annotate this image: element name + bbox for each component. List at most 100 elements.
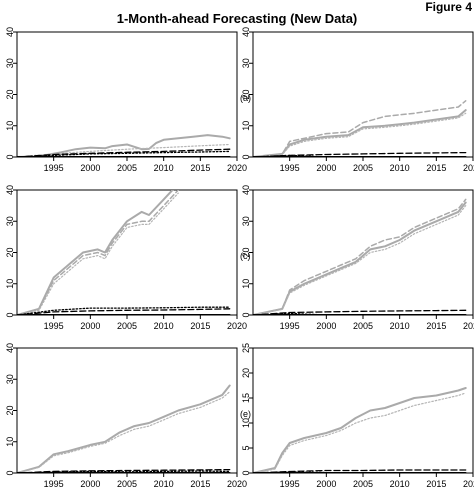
series-line	[253, 109, 467, 157]
panel-label: (c)	[240, 251, 251, 261]
y-tick-label: 0	[241, 470, 251, 475]
series-line	[17, 391, 231, 473]
x-tick-label: 2005	[353, 321, 373, 331]
y-tick-label: 5	[241, 445, 251, 450]
x-tick-label: 2005	[117, 479, 137, 489]
x-tick-label: 2010	[390, 321, 410, 331]
x-tick-label: 2020	[227, 163, 247, 173]
series-line	[253, 198, 467, 315]
y-tick-label: 40	[5, 343, 15, 353]
series-line	[253, 154, 467, 157]
x-tick-label: 2000	[80, 163, 100, 173]
x-tick-label: 1995	[44, 163, 64, 173]
x-tick-label: 2015	[426, 321, 446, 331]
series-line	[253, 201, 467, 315]
x-tick-label: 2005	[353, 479, 373, 489]
y-tick-label: 30	[241, 58, 251, 68]
x-tick-label: 2010	[154, 479, 174, 489]
y-tick-label: 40	[5, 27, 15, 37]
series-group	[253, 387, 467, 473]
x-tick-label: 2015	[190, 479, 210, 489]
series-line	[253, 112, 467, 157]
y-tick-label: 0	[5, 470, 15, 475]
series-group	[17, 384, 231, 473]
plot-frame	[252, 347, 474, 474]
series-line	[17, 468, 231, 473]
y-tick-label: 20	[5, 405, 15, 415]
x-tick-label: 2015	[190, 163, 210, 173]
x-tick-label: 2000	[80, 479, 100, 489]
chart-title: 1-Month-ahead Forecasting (New Data)	[116, 11, 358, 26]
y-tick-label: 40	[241, 185, 251, 195]
plot-frame	[252, 31, 474, 158]
series-line	[17, 192, 179, 315]
x-tick-label: 1995	[44, 479, 64, 489]
y-tick-label: 30	[5, 374, 15, 384]
x-tick-label: 2015	[190, 321, 210, 331]
series-line	[17, 148, 231, 157]
x-tick-label: 2010	[154, 163, 174, 173]
y-tick-label: 20	[5, 89, 15, 99]
y-tick-label: 40	[241, 27, 251, 37]
series-line	[17, 134, 231, 157]
y-tick-label: 10	[5, 121, 15, 131]
y-tick-label: 20	[241, 247, 251, 257]
panel-label: (a)	[240, 93, 251, 103]
series-group	[253, 100, 467, 157]
series-line	[17, 150, 231, 157]
y-tick-label: 10	[241, 279, 251, 289]
x-tick-label: 2020	[463, 479, 474, 489]
x-tick-label: 2015	[426, 479, 446, 489]
series-line	[17, 384, 231, 473]
series-group	[253, 198, 467, 315]
series-line	[17, 308, 231, 315]
x-tick-label: 2005	[117, 321, 137, 331]
panel-label: (e)	[240, 409, 251, 419]
x-tick-label: 1995	[280, 479, 300, 489]
x-tick-label: 2020	[227, 321, 247, 331]
y-tick-label: 0	[241, 312, 251, 317]
x-tick-label: 2000	[316, 321, 336, 331]
y-tick-label: 15	[241, 393, 251, 403]
y-tick-label: 10	[241, 121, 251, 131]
x-tick-label: 2010	[154, 321, 174, 331]
series-line	[17, 190, 180, 315]
x-tick-label: 2010	[390, 163, 410, 173]
y-tick-label: 0	[5, 154, 15, 159]
y-tick-label: 30	[5, 58, 15, 68]
y-tick-label: 10	[241, 418, 251, 428]
series-line	[17, 190, 174, 315]
series-line	[17, 306, 231, 315]
x-tick-label: 2020	[463, 163, 474, 173]
y-tick-label: 40	[5, 185, 15, 195]
y-tick-label: 30	[241, 216, 251, 226]
y-tick-label: 20	[241, 89, 251, 99]
y-tick-label: 30	[5, 216, 15, 226]
x-tick-label: 2005	[353, 163, 373, 173]
y-tick-label: 10	[5, 279, 15, 289]
series-line	[253, 205, 467, 315]
figure-label: Figure 4	[425, 0, 472, 14]
y-tick-label: 20	[5, 247, 15, 257]
chart-panel: 0 10 20 30 40 1995 2000 2005 2010 2015 2020 (e)	[5, 343, 251, 489]
series-group	[17, 134, 231, 157]
y-tick-label: 0	[5, 312, 15, 317]
series-line	[253, 392, 467, 473]
plot-frame	[16, 31, 238, 158]
x-tick-label: 2000	[316, 479, 336, 489]
x-tick-label: 1995	[280, 321, 300, 331]
y-tick-label: 10	[5, 437, 15, 447]
x-tick-label: 2020	[227, 479, 247, 489]
plot-frame	[16, 189, 238, 316]
x-tick-label: 2010	[390, 479, 410, 489]
x-tick-label: 1995	[280, 163, 300, 173]
series-group	[17, 190, 231, 315]
series-line	[253, 100, 467, 157]
x-tick-label: 2015	[426, 163, 446, 173]
x-tick-label: 2000	[80, 321, 100, 331]
